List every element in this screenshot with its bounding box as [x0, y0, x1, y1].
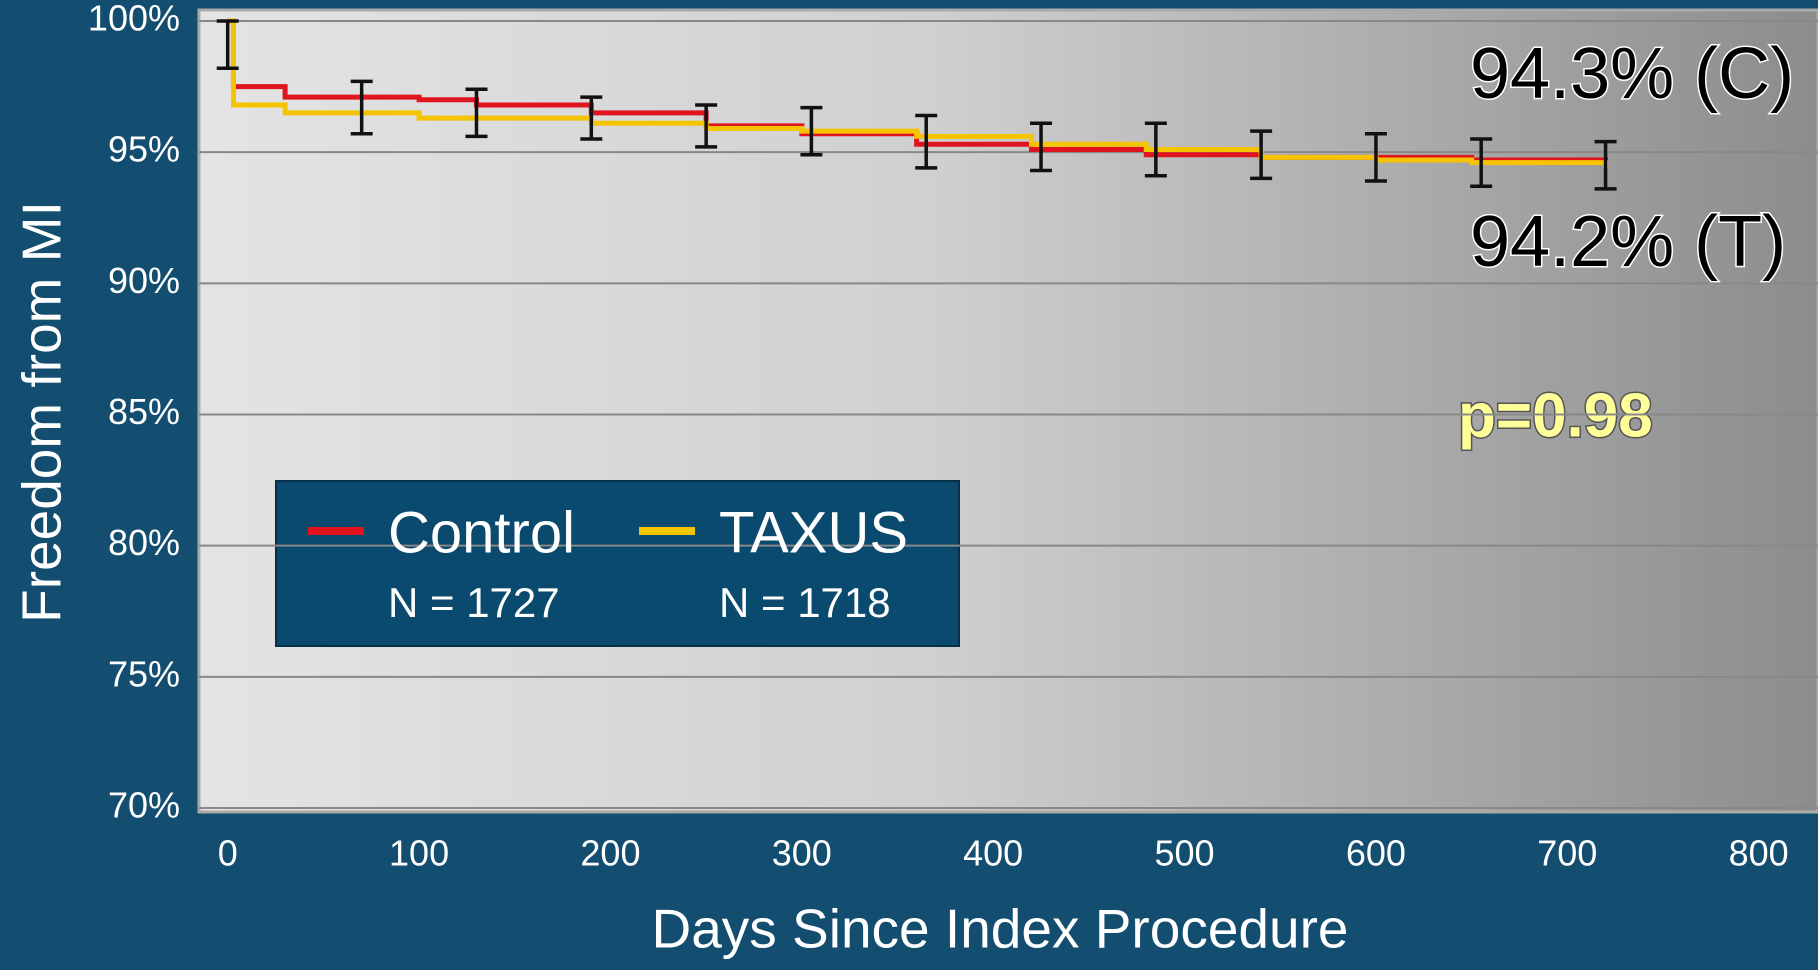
error-bar: [1470, 137, 1493, 189]
x-tick-label: 0: [218, 833, 238, 874]
legend-label: TAXUS: [719, 500, 908, 565]
x-tick-label: 400: [963, 833, 1023, 874]
y-tick-label: 95%: [108, 129, 180, 170]
x-tick-label: 300: [772, 833, 832, 874]
y-tick-label: 85%: [108, 391, 180, 432]
error-bar: [350, 79, 373, 136]
error-bar: [465, 87, 488, 139]
annotation: 94.3% (C): [1470, 34, 1794, 114]
y-tick-label: 75%: [108, 653, 180, 694]
error-bar: [580, 95, 603, 141]
error-bar: [1144, 121, 1167, 178]
x-tick-label: 600: [1346, 833, 1406, 874]
error-bar: [695, 103, 718, 149]
legend-label: Control: [388, 500, 575, 565]
x-tick-label: 200: [580, 833, 640, 874]
error-bar: [1250, 129, 1273, 181]
legend: [275, 480, 960, 647]
error-bar: [800, 105, 823, 157]
x-tick-label: 800: [1729, 833, 1789, 874]
x-axis-label: Days Since Index Procedure: [651, 898, 1348, 960]
error-bar: [1594, 139, 1617, 191]
x-tick-label: 700: [1537, 833, 1597, 874]
error-bar: [1364, 132, 1387, 183]
p-value: p=0.98: [1458, 381, 1653, 450]
error-bar: [1030, 121, 1053, 173]
y-axis-label: Freedom from MI: [11, 201, 73, 623]
legend-n: N = 1718: [719, 579, 891, 626]
y-tick-label: 90%: [108, 260, 180, 301]
legend-n: N = 1727: [388, 579, 560, 626]
y-tick-label: 100%: [88, 0, 180, 39]
annotation: 94.2% (T): [1470, 202, 1786, 282]
x-tick-label: 500: [1155, 833, 1215, 874]
error-bar: [915, 113, 938, 170]
y-tick-label: 70%: [108, 785, 180, 826]
error-bar: [216, 19, 239, 70]
y-tick-label: 80%: [108, 522, 180, 563]
x-tick-label: 100: [389, 833, 449, 874]
